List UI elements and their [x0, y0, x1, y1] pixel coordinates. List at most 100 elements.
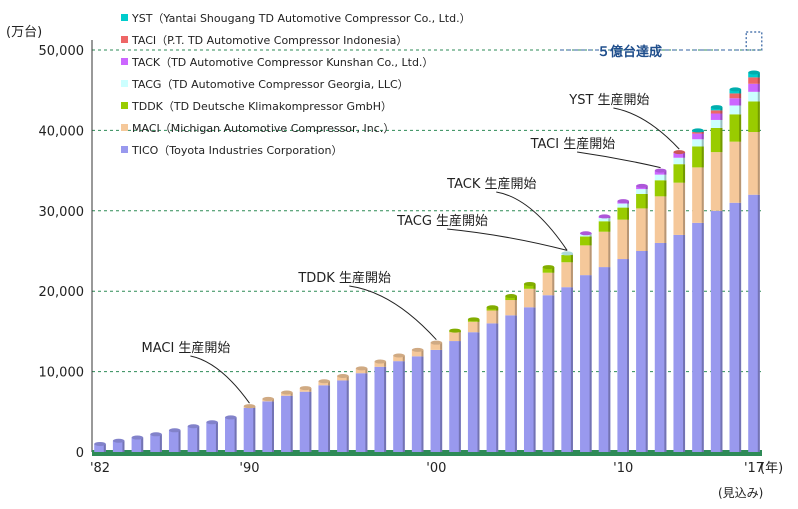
bar-segment: [337, 380, 349, 452]
bar-segment: [505, 300, 517, 316]
bar-segment-side: [757, 72, 760, 78]
tddk-annotation: TDDK 生産開始: [297, 270, 391, 286]
bar-segment: [523, 288, 536, 308]
bar-segment: [673, 182, 686, 235]
bar-segment-side: [496, 323, 499, 452]
bar-segment-side: [477, 319, 480, 322]
bar-segment-side: [739, 141, 742, 203]
bar-segment-side: [645, 251, 648, 452]
x-tick-label: '90: [239, 461, 259, 476]
bar-segment-side: [421, 349, 424, 357]
x-unit-label: (年): [760, 461, 783, 476]
bar-cap: [748, 70, 760, 75]
bar-segment: [561, 255, 573, 263]
bar-segment-side: [720, 110, 723, 114]
bar-cap: [729, 87, 742, 92]
bar-segment-side: [720, 113, 723, 120]
legend-label: YST（Yantai Shougang TD Automotive Compre…: [131, 12, 471, 25]
bar-segment-side: [477, 332, 480, 452]
bar-segment-side: [440, 342, 443, 350]
bar-segment: [598, 231, 611, 268]
bar-segment-side: [552, 267, 555, 273]
bar-segment: [542, 295, 555, 452]
bar-segment-side: [757, 194, 760, 452]
bar-segment-side: [720, 119, 723, 128]
bar-segment-side: [589, 245, 592, 276]
bar-segment: [692, 222, 704, 452]
bar-cap: [673, 150, 686, 155]
bar-segment: [374, 366, 387, 452]
legend-swatch: [121, 124, 128, 131]
bar-segment-side: [757, 101, 760, 133]
legend-label: MACI（Michigan Automotive Compressor, Inc…: [132, 122, 394, 135]
bar-segment-side: [328, 381, 331, 386]
axes: 0 10,000 20,000 30,000 40,000 50,000 '82 '90 '00…: [39, 40, 764, 476]
bar-segment: [598, 221, 611, 232]
bar-segment-side: [720, 152, 723, 211]
bar-segment: [673, 234, 686, 452]
bar-segment-side: [346, 380, 349, 452]
leader-line: [447, 228, 568, 251]
bar-segment: [580, 245, 592, 276]
bar-segment: [654, 196, 667, 243]
bar-segment-side: [141, 437, 144, 452]
bar-segment-side: [739, 98, 742, 106]
bar-cap: [486, 305, 499, 310]
bar-segment: [523, 283, 536, 289]
bar-cap: [299, 386, 312, 391]
leader-line: [349, 285, 437, 340]
bar-segment: [430, 349, 443, 452]
bar-cap: [411, 347, 424, 352]
bar-segment-side: [589, 234, 592, 237]
bar-segment-side: [514, 296, 517, 301]
leader-line: [577, 151, 661, 169]
bar-segment: [710, 127, 723, 153]
bar-segment-side: [739, 89, 742, 94]
bar-cap: [374, 359, 387, 364]
bar-segment: [710, 119, 723, 128]
bar-segment: [112, 440, 125, 452]
bar-segment-side: [440, 349, 443, 452]
x-axis-floor: [92, 450, 762, 456]
bar-segment: [710, 152, 723, 211]
bar-segment: [318, 385, 331, 452]
bar-segment: [654, 242, 667, 452]
bar-segment-side: [496, 307, 499, 311]
y-tick-label: 20,000: [39, 285, 85, 300]
bar-segment: [225, 417, 237, 452]
bar-segment-side: [757, 77, 760, 84]
bar-segment-side: [365, 368, 368, 374]
bar-segment: [617, 207, 629, 220]
x-tick-label: '17: [744, 461, 764, 476]
bar-segment: [729, 89, 742, 94]
bar-segment-side: [757, 132, 760, 195]
y-tick-label: 50,000: [39, 44, 85, 59]
bar-segment: [729, 105, 742, 115]
bar-segment: [206, 422, 218, 452]
bar-cap: [168, 428, 181, 433]
bar-segment: [449, 341, 461, 452]
bar-segment-side: [608, 221, 611, 232]
bar-segment: [168, 430, 181, 452]
bar-segment-side: [645, 208, 648, 251]
bar-segment: [617, 219, 629, 260]
gridlines: [92, 49, 762, 373]
bar-segment: [617, 259, 629, 452]
bar-cap: [206, 420, 218, 425]
bar-segment-side: [626, 207, 629, 220]
leader-line: [496, 191, 568, 251]
bar-segment-side: [533, 288, 536, 308]
bar-segment-side: [552, 295, 555, 452]
bar-segment-side: [159, 434, 162, 452]
bar-segment: [710, 110, 723, 114]
bar-segment-side: [664, 196, 667, 243]
maci-annotation: MACI 生産開始: [141, 340, 230, 356]
bar-segment-side: [384, 366, 387, 452]
bar-segment-side: [514, 300, 517, 316]
bar-segment: [636, 193, 648, 209]
bar-cap: [617, 199, 629, 204]
legend-label: TDDK（TD Deutsche Klimakompressor GmbH）: [131, 100, 392, 113]
bar-segment-side: [570, 255, 573, 263]
bar-segment-side: [421, 356, 424, 452]
bar-segment-side: [664, 242, 667, 452]
